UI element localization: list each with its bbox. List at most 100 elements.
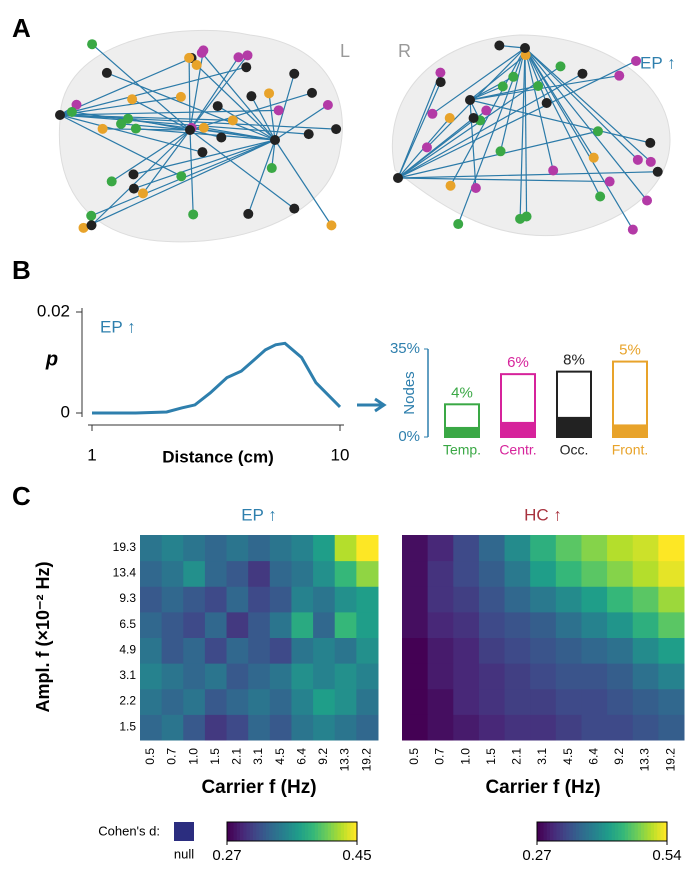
x-tick-label: 2.1 (230, 748, 244, 765)
x-tick-label: 2.1 (510, 748, 524, 765)
heatmap-cell (530, 586, 557, 613)
heatmap-cell (607, 560, 634, 587)
edge (524, 47, 652, 163)
heatmap-cell (356, 637, 379, 664)
node (577, 68, 588, 79)
node (197, 147, 208, 158)
node (128, 183, 139, 194)
heatmap-cell (140, 611, 163, 638)
node (427, 108, 438, 119)
node (246, 91, 257, 102)
x-tick-label: 6.4 (586, 748, 600, 765)
colorbar-segment (353, 822, 358, 841)
edge (196, 64, 276, 141)
colorbar-label: Cohen's d: (98, 823, 160, 838)
y-tick-label: 19.3 (113, 540, 137, 554)
colorbar-segment (279, 822, 283, 841)
heatmap-cell (226, 560, 249, 587)
node (533, 80, 544, 91)
colorbar-segment (295, 822, 299, 841)
colorbar-segment (292, 822, 296, 841)
bar-fill (613, 424, 647, 437)
edge (397, 81, 442, 179)
colorbar-segment (266, 822, 270, 841)
null-label: null (174, 846, 194, 861)
node (642, 195, 653, 206)
heatmap-cell (453, 637, 480, 664)
heatmap-cell (427, 663, 454, 690)
heatmap-cell (581, 535, 608, 562)
heatmap-cell (356, 535, 379, 562)
heatmap-cell (334, 560, 357, 587)
heatmap-cell (204, 688, 228, 715)
node (71, 99, 82, 110)
node (175, 91, 186, 102)
colorbar-tick-label: 0.54 (652, 847, 681, 864)
x-tick-label: 19.2 (663, 748, 677, 772)
heatmap-cell (291, 688, 314, 715)
node (266, 163, 277, 174)
edge (201, 52, 276, 141)
colorbar-segment (233, 822, 238, 841)
heatmap-cell (607, 535, 634, 562)
colorbar-segment (331, 822, 335, 841)
node (130, 123, 141, 134)
x-axis-label: Distance (cm) (162, 447, 273, 466)
heatmap-cell (658, 586, 685, 613)
node (242, 50, 253, 61)
edge (469, 75, 620, 101)
heatmap-cell (530, 688, 557, 715)
heatmap-cell (183, 688, 206, 715)
node (541, 97, 552, 108)
heatmap-cell (334, 586, 357, 613)
category-label: Front. (612, 442, 649, 458)
heatmap-cell (427, 586, 454, 613)
edge (397, 72, 441, 179)
heatmap-cell (161, 663, 184, 690)
edge (524, 47, 648, 201)
value-label: 8% (563, 352, 585, 369)
x-tick-label: 9.2 (316, 748, 330, 765)
bar-fill (445, 426, 479, 437)
heatmap-cell (140, 714, 163, 741)
node (86, 220, 97, 231)
node (555, 61, 566, 72)
node (632, 154, 643, 165)
heatmap-cell (555, 611, 582, 638)
node (435, 77, 446, 88)
heatmap-cell (402, 535, 429, 562)
heatmap-cell (356, 714, 379, 741)
node (421, 142, 432, 153)
heatmap-cell (248, 586, 271, 613)
colorbar-segment (236, 822, 241, 841)
x-tick-label: 1.5 (484, 748, 498, 765)
heatmap-cell (607, 714, 634, 741)
y-axis-label: Ampl. f (×10⁻² Hz) (33, 561, 53, 712)
node (196, 47, 207, 58)
colorbar-segment (582, 822, 587, 841)
colorbar-segment (334, 822, 338, 841)
heatmap-cell (607, 611, 634, 638)
heatmap-cell (555, 714, 582, 741)
heatmap-cell (530, 560, 557, 587)
heatmap-cell (248, 714, 271, 741)
node (614, 70, 625, 81)
node (435, 67, 446, 78)
heatmap-cell (204, 560, 228, 587)
bar-fill (557, 416, 591, 437)
heatmap-cell (269, 663, 292, 690)
colorbar-segment (563, 822, 567, 841)
heatmap-cell (204, 535, 228, 562)
bar-fill (501, 421, 535, 437)
node (289, 203, 300, 214)
x-tick-label: 1.0 (186, 748, 200, 765)
edge (397, 171, 658, 179)
heatmap-cell (248, 535, 271, 562)
heatmap-cell (402, 637, 429, 664)
colorbar-segment (347, 822, 351, 841)
node (55, 110, 65, 120)
colorbar-segment (537, 822, 541, 841)
heatmap-title: EP ↑ (241, 505, 277, 524)
heatmap-cell (478, 714, 506, 741)
node (453, 219, 464, 230)
